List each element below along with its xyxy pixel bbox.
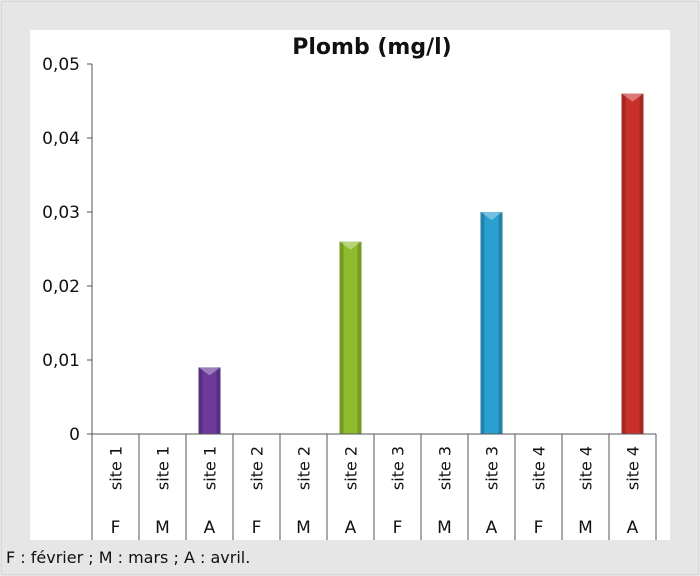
- x-tick-label-site: site 2: [248, 446, 267, 490]
- bar-edge-shade: [198, 367, 203, 434]
- x-tick-label-month: F: [393, 518, 403, 538]
- x-tick-label-month: A: [204, 518, 216, 538]
- bar-edge-shade: [216, 367, 221, 434]
- bar-top-bevel: [621, 93, 644, 102]
- x-tick-label-month: M: [155, 518, 170, 538]
- y-tick-label: 0,01: [42, 351, 80, 371]
- chart-title: Plomb (mg/l): [292, 35, 451, 60]
- x-tick-label-month: F: [252, 518, 262, 538]
- x-tick-label-month: M: [296, 518, 311, 538]
- bar: [480, 212, 503, 434]
- x-tick-label-site: site 3: [483, 446, 502, 490]
- x-tick-label-month: M: [437, 518, 452, 538]
- bar-edge-shade: [639, 93, 644, 434]
- x-tick-label-site: site 2: [342, 446, 361, 490]
- x-tick-label-month: A: [486, 518, 498, 538]
- x-tick-label-site: site 1: [154, 446, 173, 490]
- bar-top-bevel: [339, 241, 362, 250]
- x-tick-label-site: site 1: [201, 446, 220, 490]
- y-axis: 0 0,01 0,02 0,03 0,04 0,05: [42, 55, 93, 445]
- x-tick-label-site: site 4: [624, 446, 643, 490]
- x-tick-label-site: site 3: [436, 446, 455, 490]
- bar: [198, 367, 221, 434]
- footnote: F : février ; M : mars ; A : avril.: [6, 548, 250, 567]
- bar-edge-shade: [357, 241, 362, 434]
- bar: [339, 241, 362, 434]
- x-tick-label-site: site 4: [577, 446, 596, 490]
- bars: [198, 93, 644, 434]
- y-tick-label: 0: [69, 425, 80, 445]
- y-tick-label: 0,03: [42, 203, 80, 223]
- bar-edge-shade: [339, 241, 344, 434]
- bar-edge-shade: [621, 93, 626, 434]
- x-tick-label-site: site 2: [295, 446, 314, 490]
- y-tick-label: 0,05: [42, 55, 80, 75]
- x-tick-label-site: site 4: [530, 446, 549, 490]
- bar-edge-shade: [498, 212, 503, 434]
- y-tick-label: 0,04: [42, 129, 80, 149]
- x-tick-label-month: F: [111, 518, 121, 538]
- x-tick-label-site: site 3: [389, 446, 408, 490]
- x-tick-label-month: F: [534, 518, 544, 538]
- y-tick-label: 0,02: [42, 277, 80, 297]
- bar-edge-shade: [480, 212, 485, 434]
- bar-top-bevel: [198, 367, 221, 376]
- x-tick-label-site: site 1: [107, 446, 126, 490]
- x-tick-label-month: M: [578, 518, 593, 538]
- x-tick-label-month: A: [627, 518, 639, 538]
- bar-top-bevel: [480, 212, 503, 220]
- bar: [621, 93, 644, 434]
- x-tick-label-month: A: [345, 518, 357, 538]
